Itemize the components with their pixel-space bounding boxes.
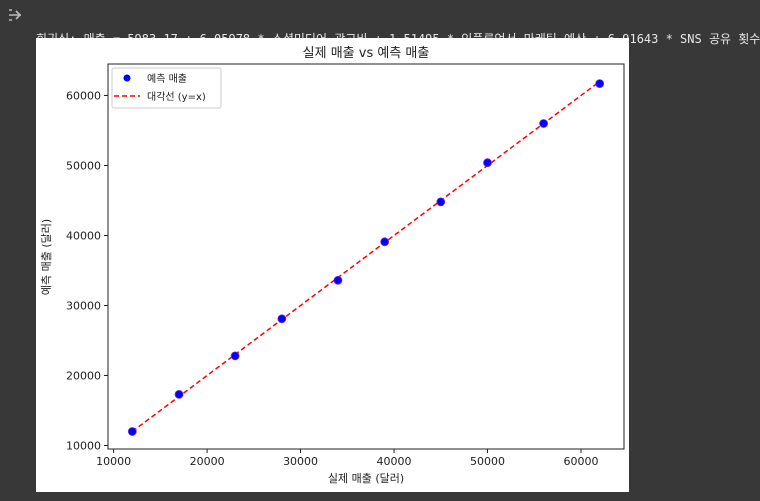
- chart-figure: 실제 매출 vs 예측 매출 10000 20000 30000 40000 50000…: [36, 38, 629, 492]
- x-tick-label: 60000: [564, 455, 599, 468]
- data-point: [380, 237, 390, 247]
- data-point: [333, 275, 343, 285]
- data-point: [174, 389, 184, 399]
- y-tick-label: 20000: [66, 370, 101, 383]
- x-tick-label: 40000: [377, 455, 412, 468]
- scatter-chart: 실제 매출 vs 예측 매출 10000 20000 30000 40000 50000…: [40, 46, 625, 485]
- x-axis-label: 실제 매출 (달러): [328, 472, 404, 485]
- x-tick-label: 20000: [190, 455, 225, 468]
- data-point: [483, 158, 492, 168]
- data-point: [127, 427, 137, 436]
- legend-label-predicted: 예측 매출: [147, 73, 187, 85]
- y-tick-label: 10000: [66, 440, 101, 453]
- y-tick-label: 60000: [66, 90, 101, 103]
- x-tick-label: 30000: [283, 455, 318, 468]
- data-point: [436, 197, 446, 207]
- x-tick-label: 10000: [96, 455, 131, 468]
- legend-box: [111, 67, 222, 109]
- y-axis-ticks: 10000 20000 30000 40000 50000 60000: [66, 90, 108, 453]
- y-tick-label: 50000: [66, 160, 101, 173]
- output-toggle-icon[interactable]: [6, 6, 24, 24]
- data-point: [595, 79, 605, 88]
- data-point: [230, 351, 240, 361]
- x-tick-label: 50000: [470, 455, 505, 468]
- diagonal-reference-line: [131, 80, 601, 433]
- y-tick-label: 30000: [66, 300, 101, 313]
- plot-area: [107, 63, 625, 450]
- data-point: [539, 119, 549, 128]
- data-point: [277, 314, 287, 324]
- x-axis-ticks: 10000 20000 30000 40000 50000 60000: [96, 449, 599, 468]
- y-axis-label: 예측 매출 (달러): [40, 219, 53, 295]
- legend: 예측 매출 대각선 (y=x): [111, 67, 222, 109]
- legend-label-diagonal: 대각선 (y=x): [147, 91, 206, 103]
- chart-title: 실제 매출 vs 예측 매출: [303, 46, 430, 61]
- diagonal-line-layer: [131, 80, 601, 433]
- data-points-layer: [127, 79, 605, 436]
- y-tick-label: 40000: [66, 230, 101, 243]
- legend-point-marker: [123, 74, 131, 82]
